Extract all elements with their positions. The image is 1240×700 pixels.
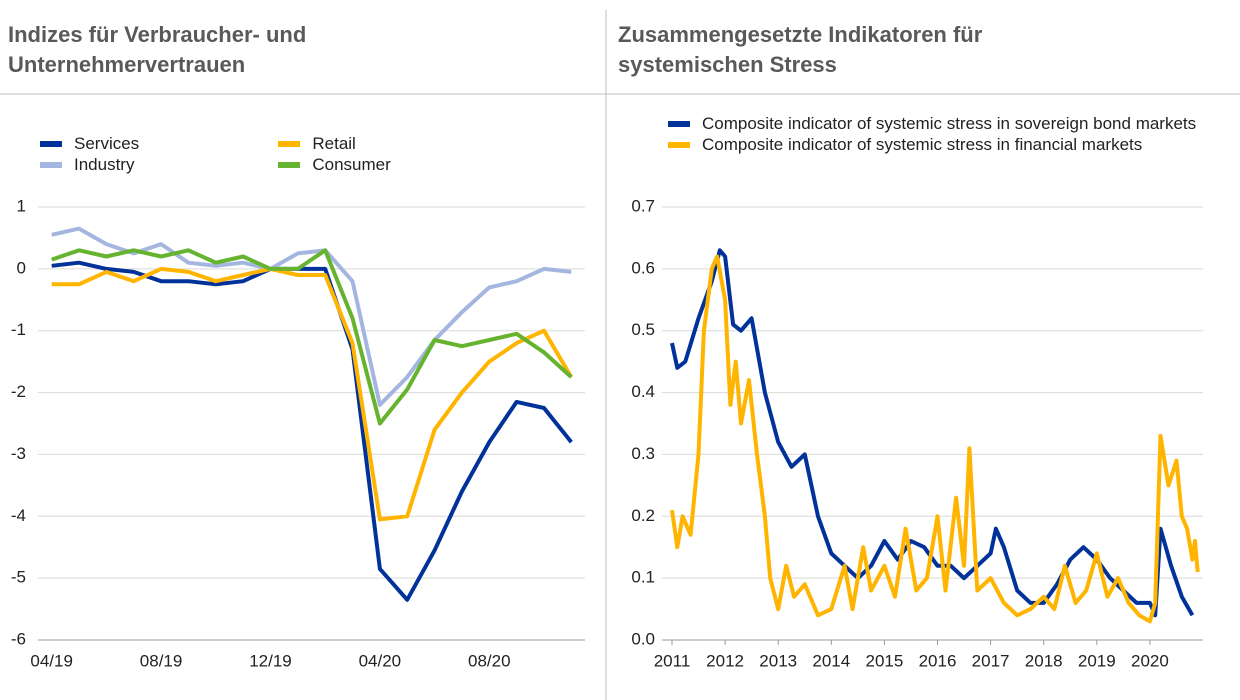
series-line <box>51 266 574 522</box>
series-line <box>670 248 1195 618</box>
legend-label: Composite indicator of systemic stress i… <box>702 135 1143 154</box>
x-tick-label: 2015 <box>865 651 903 670</box>
series-line <box>51 248 573 426</box>
chart-title: Zusammengesetzte Indikatoren für systemi… <box>618 22 983 77</box>
x-tick-label: 12/19 <box>249 651 292 670</box>
x-tick-label: 2016 <box>919 651 957 670</box>
legend: Composite indicator of systemic stress i… <box>668 113 1213 155</box>
y-tick-label: 0.3 <box>631 444 655 463</box>
legend-label: Industry <box>74 155 135 174</box>
y-tick-label: 0.2 <box>631 506 655 525</box>
y-tick-label: 0.7 <box>631 196 655 215</box>
x-tick-label: 2013 <box>759 651 797 670</box>
y-tick-label: -2 <box>11 382 26 401</box>
series-line <box>670 254 1200 624</box>
legend-item: Composite indicator of systemic stress i… <box>668 113 1213 134</box>
x-tick-label: 2012 <box>706 651 744 670</box>
series-line <box>51 226 572 407</box>
x-tick-label: 2011 <box>654 651 691 670</box>
x-tick-label: 2014 <box>812 651 850 670</box>
legend-item: Retail <box>278 133 460 154</box>
legend-label: Composite indicator of systemic stress i… <box>702 114 1197 133</box>
x-tick-label: 2019 <box>1078 651 1116 670</box>
x-tick-label: 08/19 <box>140 651 183 670</box>
chart-title: Indizes für Verbraucher- und Unternehmer… <box>8 22 307 77</box>
series-line <box>51 260 573 602</box>
y-tick-label: -3 <box>11 444 26 463</box>
y-tick-label: 0 <box>17 258 26 277</box>
y-tick-label: 0.6 <box>631 258 655 277</box>
y-tick-label: 0.0 <box>631 629 655 648</box>
legend-item: Industry <box>40 154 208 175</box>
y-tick-label: 0.5 <box>631 320 655 339</box>
y-tick-label: 1 <box>17 196 26 215</box>
legend-item: Services <box>40 133 208 154</box>
legend-label: Consumer <box>312 155 391 174</box>
legend-label: Services <box>74 134 140 153</box>
x-tick-label: 2017 <box>972 651 1010 670</box>
x-tick-label: 08/20 <box>468 651 511 670</box>
legend-item: Consumer <box>278 154 460 175</box>
y-tick-label: 0.1 <box>631 568 655 587</box>
x-tick-label: 2018 <box>1025 651 1063 670</box>
legend-swatch <box>278 141 301 147</box>
y-tick-label: -1 <box>11 320 26 339</box>
y-tick-label: 0.4 <box>631 382 655 401</box>
x-tick-label: 2020 <box>1131 651 1169 670</box>
legend-item: Composite indicator of systemic stress i… <box>668 134 1213 155</box>
legend-swatch <box>40 162 62 168</box>
y-tick-label: -5 <box>11 568 26 587</box>
legend-swatch <box>278 162 301 168</box>
legend-label: Retail <box>312 134 356 153</box>
legend: Services Industry Retail Consumer <box>40 133 460 175</box>
legend-swatch <box>668 142 690 148</box>
y-tick-label: -4 <box>11 506 26 525</box>
x-tick-label: 04/19 <box>30 651 73 670</box>
x-tick-label: 04/20 <box>359 651 402 670</box>
legend-swatch <box>40 141 62 147</box>
legend-swatch <box>668 121 690 127</box>
y-tick-label: -6 <box>11 629 26 648</box>
